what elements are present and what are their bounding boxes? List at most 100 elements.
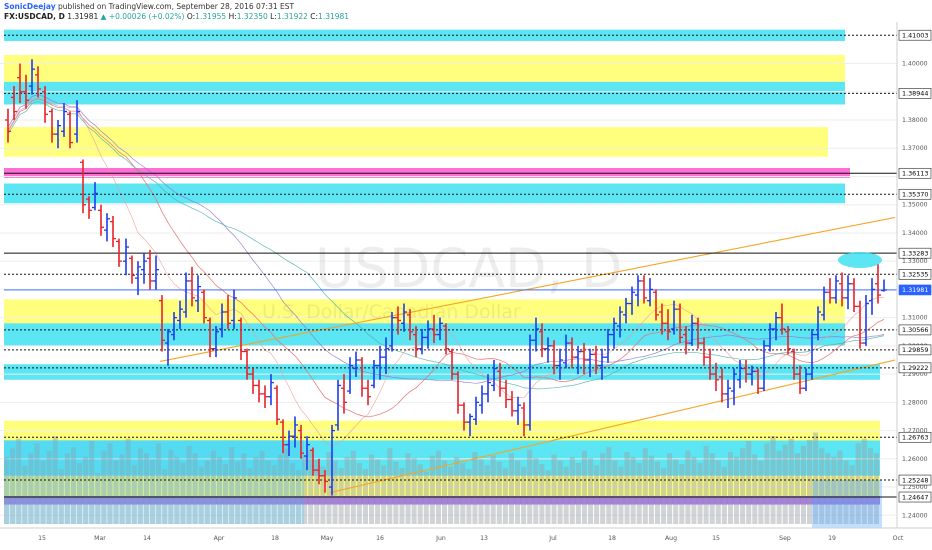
volume-bar xyxy=(788,438,794,524)
price-change: +0.00026 (+0.02%) xyxy=(108,12,185,21)
volume-bar xyxy=(715,460,721,524)
level-label-text: 1.35370 xyxy=(902,191,928,199)
level-label-text: 1.38944 xyxy=(902,90,928,98)
price-tick-label: 1.37000 xyxy=(902,145,928,152)
volume-bar xyxy=(265,460,271,524)
volume-bar xyxy=(442,460,448,524)
volume-bar xyxy=(758,460,764,524)
level-label-box-11 xyxy=(898,474,932,486)
volume-bar xyxy=(527,449,533,524)
time-tick-label: Jul xyxy=(548,535,557,542)
volume-bar xyxy=(89,441,95,524)
volume-bar xyxy=(521,466,527,524)
level-label-box-9 xyxy=(898,362,932,374)
volume-bar xyxy=(192,453,198,524)
volume-bar xyxy=(825,453,831,524)
volume-bar xyxy=(417,464,423,524)
volume-bar xyxy=(113,460,119,524)
volume-bar xyxy=(247,467,253,524)
volume-bar xyxy=(186,445,192,524)
level-label-text: 1.32535 xyxy=(902,271,928,279)
volume-bar xyxy=(752,454,758,524)
volume-bar xyxy=(654,461,660,524)
level-label-text: 1.26763 xyxy=(902,434,928,442)
volume-bar xyxy=(776,450,782,524)
time-tick-label: Sep xyxy=(779,535,791,542)
low-label: L: xyxy=(270,12,277,21)
zone-5 xyxy=(4,183,845,204)
volume-bar xyxy=(405,453,411,524)
open-label: O: xyxy=(186,12,196,21)
last-price: 1.31981 xyxy=(67,12,99,21)
volume-highlight-box xyxy=(4,440,304,524)
volume-bar xyxy=(849,465,855,524)
author-link[interactable]: SonicDeejay xyxy=(4,2,56,11)
volume-bar xyxy=(277,454,283,524)
time-tick-label: 18 xyxy=(608,535,616,542)
publish-info: SonicDeejay published on TradingView.com… xyxy=(4,2,294,11)
time-tick-label: Aug xyxy=(665,535,677,542)
volume-bar xyxy=(16,438,22,524)
volume-bar xyxy=(241,453,247,524)
volume-bar xyxy=(496,461,502,524)
low-value: 1.31922 xyxy=(276,12,308,21)
volume-bar xyxy=(356,463,362,524)
volume-bar xyxy=(143,453,149,524)
level-label-text: 1.41003 xyxy=(902,32,928,40)
volume-bar xyxy=(539,464,545,524)
price-tick-label: 1.29000 xyxy=(902,371,928,378)
price-chart[interactable]: USDCAD, D U.S. Dollar/Canadian Dollar 1.… xyxy=(0,22,932,550)
level-label-text: 1.29859 xyxy=(902,346,928,354)
volume-bar xyxy=(229,447,235,524)
level-label-text: 1.29222 xyxy=(902,364,928,372)
volume-bar xyxy=(216,456,222,524)
level-label-text: 1.24647 xyxy=(902,493,928,501)
volume-bar xyxy=(703,445,709,524)
volume-bar xyxy=(235,461,241,524)
volume-bar xyxy=(600,453,606,524)
high-label: H: xyxy=(228,12,237,21)
volume-bar xyxy=(515,460,521,524)
price-tick-label: 1.35000 xyxy=(902,202,928,209)
volume-bar xyxy=(22,465,28,524)
volume-bar xyxy=(648,455,654,524)
volume-bar xyxy=(448,466,454,524)
level-label-box-7 xyxy=(898,324,932,336)
volume-bar xyxy=(581,450,587,524)
volume-bar xyxy=(259,450,265,524)
volume-bar xyxy=(740,448,746,524)
symbol-timeframe[interactable]: FX:USDCAD, D xyxy=(4,12,65,21)
volume-bar xyxy=(125,438,131,524)
zone-3 xyxy=(4,127,828,157)
level-label-box-4 xyxy=(898,247,932,259)
volume-bar xyxy=(399,467,405,524)
volume-bar xyxy=(867,448,873,524)
volume-bar xyxy=(478,459,484,524)
volume-bar xyxy=(569,456,575,524)
volume-bar xyxy=(807,439,813,524)
moving-average-line-3 xyxy=(7,97,885,448)
level-label-text: 1.31981 xyxy=(902,286,928,294)
level-label-box-6 xyxy=(898,284,932,296)
volume-bar xyxy=(393,461,399,524)
volume-bar xyxy=(454,456,460,524)
volume-layer xyxy=(4,432,882,528)
volume-bar xyxy=(612,460,618,524)
price-tick-label: 1.24000 xyxy=(902,512,928,519)
zones-layer xyxy=(4,29,880,505)
volume-bar xyxy=(490,455,496,524)
time-tick-label: Jun xyxy=(435,535,446,542)
moving-averages-layer xyxy=(7,94,885,448)
volume-bar xyxy=(387,448,393,524)
volume-bar xyxy=(283,448,289,524)
volume-bar xyxy=(131,465,137,524)
volume-bar xyxy=(472,452,478,524)
watermark-symbol: USDCAD, D xyxy=(315,237,623,300)
volume-bar xyxy=(180,463,186,524)
volume-bar xyxy=(381,465,387,524)
volume-bar xyxy=(624,452,630,524)
volume-bar xyxy=(557,460,563,524)
volume-bar xyxy=(618,466,624,524)
zone-1 xyxy=(4,55,845,82)
level-label-box-8 xyxy=(898,344,932,356)
